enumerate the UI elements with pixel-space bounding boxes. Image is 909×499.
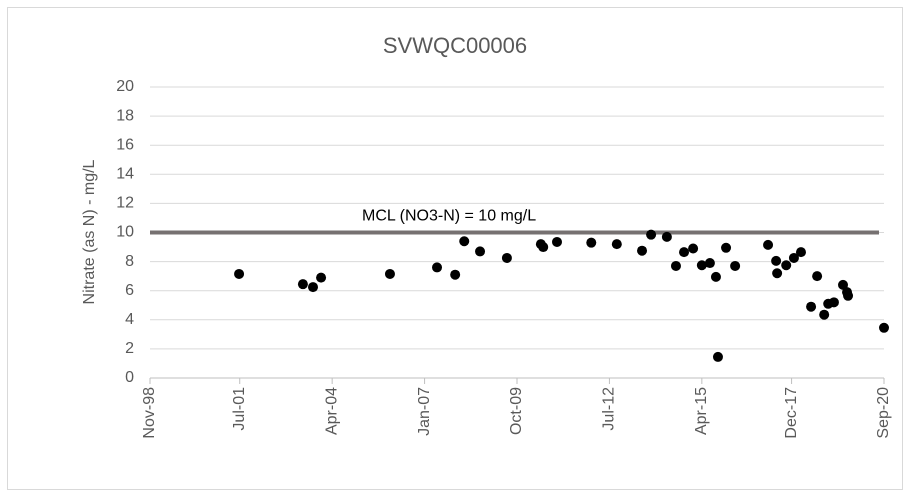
data-point bbox=[763, 239, 774, 250]
x-tick-label: Oct-09 bbox=[508, 387, 525, 435]
chart-border bbox=[7, 7, 903, 490]
data-point bbox=[772, 268, 783, 279]
data-point bbox=[459, 236, 470, 247]
data-point bbox=[819, 309, 830, 320]
data-point bbox=[501, 252, 512, 263]
y-tick-label: 12 bbox=[116, 195, 134, 212]
data-point bbox=[828, 297, 839, 308]
x-tick-label: Apr-15 bbox=[693, 387, 710, 435]
data-point bbox=[586, 237, 597, 248]
mcl-label: MCL (NO3-N) = 10 mg/L bbox=[362, 208, 536, 225]
data-point bbox=[721, 242, 732, 253]
data-point bbox=[661, 231, 672, 242]
data-point bbox=[679, 247, 690, 258]
y-tick-label: 10 bbox=[116, 224, 134, 241]
data-point bbox=[704, 258, 715, 269]
y-tick-label: 2 bbox=[125, 340, 134, 357]
data-point bbox=[450, 269, 461, 280]
x-tick-label: Nov-98 bbox=[141, 387, 158, 439]
data-point bbox=[384, 268, 395, 279]
data-point bbox=[788, 252, 799, 263]
chart-title: SVWQC00006 bbox=[383, 33, 527, 58]
data-point bbox=[234, 268, 245, 279]
data-point bbox=[316, 272, 327, 283]
y-tick-label: 0 bbox=[125, 369, 134, 386]
x-tick-label: Dec-17 bbox=[783, 387, 800, 439]
data-point bbox=[710, 271, 721, 282]
data-point bbox=[812, 271, 823, 282]
data-point bbox=[781, 260, 792, 271]
y-tick-label: 6 bbox=[125, 282, 134, 299]
data-point bbox=[432, 262, 443, 273]
data-point bbox=[307, 282, 318, 293]
data-point bbox=[670, 260, 681, 271]
data-point bbox=[646, 229, 657, 240]
y-tick-label: 4 bbox=[125, 311, 134, 328]
y-tick-label: 20 bbox=[116, 78, 134, 95]
data-point bbox=[696, 260, 707, 271]
data-point bbox=[795, 247, 806, 258]
data-point bbox=[297, 279, 308, 290]
x-tick-label: Jan-07 bbox=[416, 387, 433, 436]
data-point bbox=[475, 246, 486, 257]
data-point bbox=[712, 351, 723, 362]
y-tick-label: 16 bbox=[116, 136, 134, 153]
y-tick-label: 8 bbox=[125, 253, 134, 270]
data-point bbox=[771, 255, 782, 266]
y-axis-label: Nitrate (as N) - mg/L bbox=[81, 159, 98, 304]
data-point bbox=[637, 245, 648, 256]
data-point bbox=[837, 279, 848, 290]
y-tick-label: 14 bbox=[116, 166, 134, 183]
data-point bbox=[806, 301, 817, 312]
data-point bbox=[730, 260, 741, 271]
data-point bbox=[538, 242, 549, 253]
x-tick-label: Jul-12 bbox=[601, 387, 618, 431]
data-point bbox=[611, 239, 622, 250]
data-point bbox=[843, 290, 854, 301]
data-point bbox=[551, 236, 562, 247]
x-tick-label: Apr-04 bbox=[323, 387, 340, 435]
x-tick-label: Jul-01 bbox=[231, 387, 248, 431]
data-point bbox=[879, 322, 889, 333]
data-point bbox=[688, 243, 699, 254]
x-tick-label: Sep-20 bbox=[875, 387, 892, 439]
y-tick-label: 18 bbox=[116, 107, 134, 124]
